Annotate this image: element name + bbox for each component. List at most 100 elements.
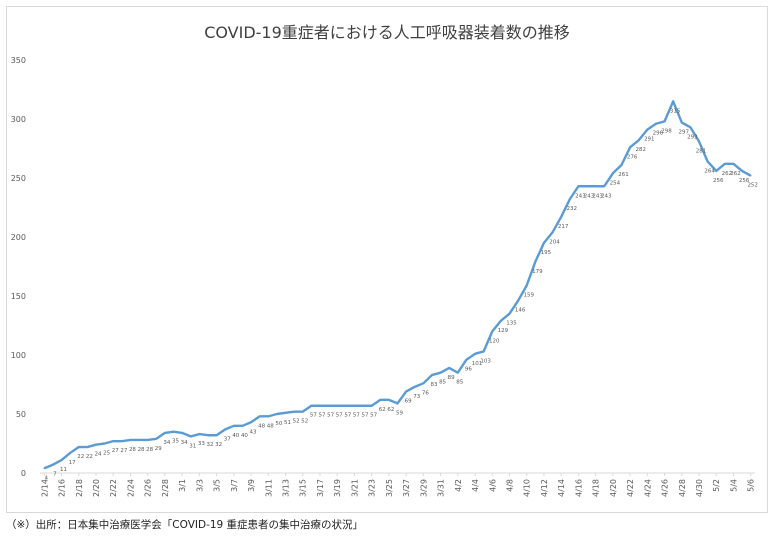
data-point [215, 434, 218, 437]
x-tick-label: 3/7 [230, 479, 239, 492]
data-point [396, 402, 399, 405]
x-tick-label: 4/18 [592, 479, 601, 497]
data-point [698, 140, 700, 143]
data-label: 33 [198, 441, 205, 447]
data-point [508, 312, 511, 315]
data-point [732, 163, 735, 165]
x-tick-label: 3/29 [419, 479, 428, 497]
data-point [129, 439, 132, 441]
data-label: 57 [353, 413, 360, 419]
x-tick-label: 3/19 [333, 479, 342, 497]
y-tick-label: 350 [11, 56, 26, 65]
x-tick-label: 2/26 [144, 479, 153, 497]
x-tick-label: 4/4 [471, 479, 480, 492]
y-tick-label: 250 [11, 174, 26, 183]
data-label: 57 [327, 413, 334, 419]
y-tick-label: 50 [16, 410, 26, 419]
data-label: 11 [60, 467, 67, 473]
data-label: 262 [730, 171, 741, 177]
data-point [491, 330, 494, 333]
x-tick-label: 4/24 [643, 479, 652, 497]
data-point [586, 185, 588, 188]
data-label: 50 [275, 421, 282, 427]
data-label: 103 [480, 358, 491, 364]
data-point [422, 382, 425, 385]
data-label: 62 [387, 407, 394, 413]
data-label: 32 [206, 442, 213, 448]
data-point [439, 371, 442, 374]
data-point [577, 185, 580, 188]
x-tick-label: 3/13 [282, 479, 291, 497]
data-label: 179 [532, 269, 543, 275]
data-label: 27 [112, 448, 119, 454]
data-point [60, 459, 63, 461]
data-label: 243 [575, 193, 586, 199]
data-point [319, 404, 321, 407]
x-tick-label: 4/16 [574, 479, 583, 497]
x-tick-label: 5/6 [747, 479, 756, 492]
x-tick-label: 4/14 [557, 479, 566, 497]
y-tick-label: 200 [11, 233, 26, 242]
data-point [293, 410, 295, 413]
data-point [594, 185, 597, 188]
data-point [52, 463, 54, 466]
data-label: 73 [413, 394, 420, 400]
data-label: 57 [318, 413, 325, 419]
x-tick-label: 3/21 [350, 479, 359, 497]
data-label: 43 [250, 429, 257, 435]
data-label: 85 [439, 380, 446, 386]
x-tick-label: 2/22 [109, 479, 118, 497]
data-label: 57 [362, 413, 369, 419]
data-point [724, 163, 726, 165]
data-label: 40 [232, 433, 239, 439]
data-point [121, 440, 123, 442]
data-label: 52 [293, 419, 300, 425]
data-label: 57 [310, 413, 317, 419]
x-tick-label: 2/28 [161, 479, 170, 497]
x-tick-label: 3/17 [316, 479, 325, 497]
data-point [233, 425, 235, 427]
x-tick-label: 4/6 [488, 479, 497, 492]
data-point [413, 386, 416, 388]
data-point [267, 415, 270, 418]
data-label: 256 [739, 178, 750, 184]
data-point [327, 404, 330, 407]
x-tick-label: 3/5 [213, 479, 222, 492]
data-label: 276 [627, 154, 638, 160]
data-point [250, 421, 252, 424]
line-chart: 0 50 100 150 200 250 300 350 2/14 2/16 2/18 2/20 2/2… [11, 56, 758, 497]
data-label: 4 [45, 475, 49, 481]
data-label: 17 [69, 460, 76, 466]
data-point [86, 446, 89, 448]
chart-frame: COVID-19重症者における人工呼吸器装着数の推移 [6, 6, 768, 513]
data-label: 52 [301, 419, 308, 425]
data-point [138, 439, 140, 441]
data-label: 195 [541, 250, 552, 256]
data-label: 76 [422, 390, 429, 396]
data-point [405, 390, 407, 393]
data-point [181, 432, 183, 434]
data-label: 281 [696, 148, 707, 154]
data-label: 27 [120, 448, 127, 454]
x-tick-label: 4/26 [661, 479, 670, 497]
x-tick-label: 4/20 [609, 479, 618, 497]
data-point [103, 442, 106, 445]
x-tick-label: 3/31 [437, 479, 446, 497]
data-point [715, 170, 718, 172]
data-label: 59 [396, 410, 403, 416]
data-point [680, 121, 683, 124]
data-point [284, 412, 287, 414]
data-label: 254 [610, 180, 621, 186]
data-label: 232 [567, 206, 578, 212]
x-tick-label: 4/8 [505, 479, 514, 492]
data-label: 22 [86, 454, 93, 460]
data-point [69, 452, 71, 454]
data-point [198, 433, 201, 435]
x-tick-label: 5/2 [712, 479, 721, 492]
data-point [741, 170, 743, 172]
x-tick-label: 3/3 [195, 479, 204, 492]
source-note: （※）出所：日本集中治療医学会「COVID-19 重症患者の集中治療の状況」 [6, 519, 364, 531]
data-point [77, 446, 80, 448]
data-label: 57 [344, 413, 351, 419]
data-label: 135 [506, 321, 517, 327]
